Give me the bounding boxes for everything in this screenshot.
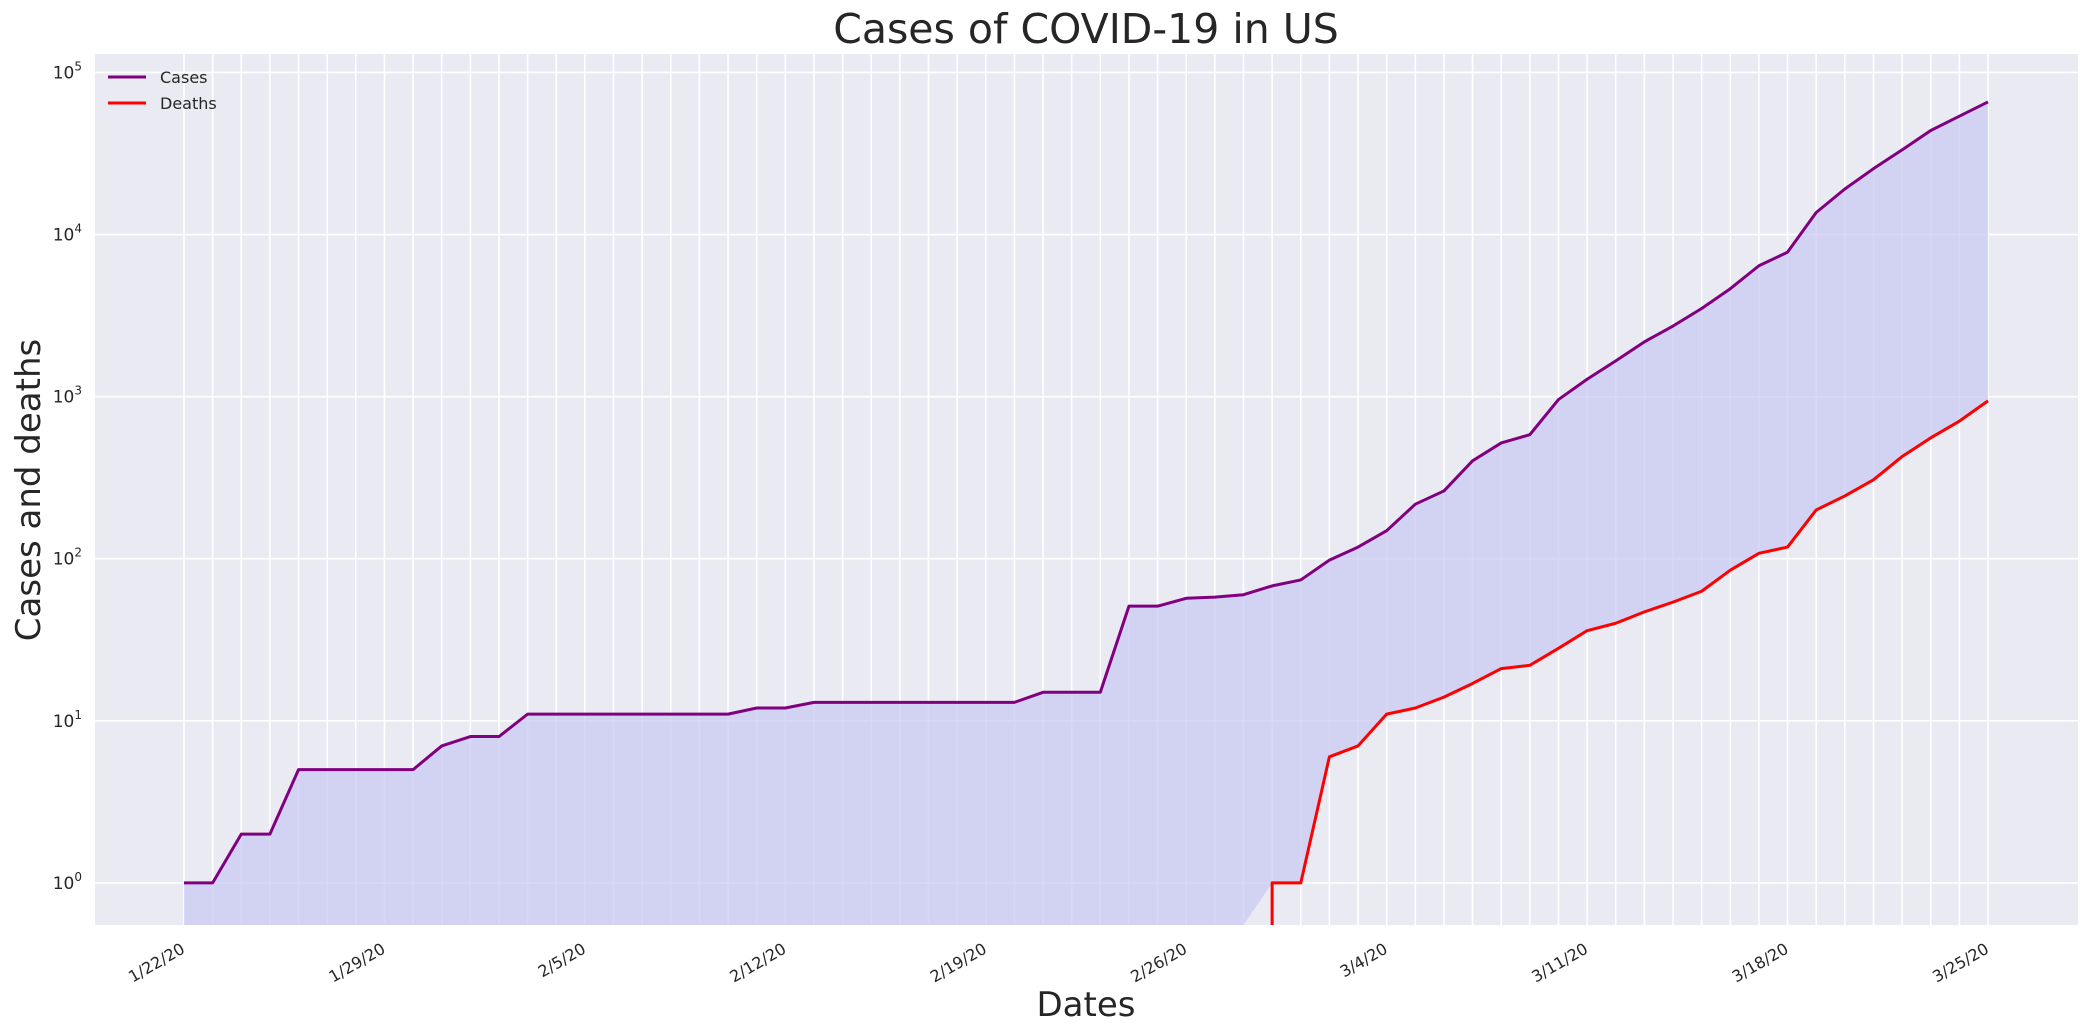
series-line-cases xyxy=(184,100,1989,885)
y-tick-label: 103 xyxy=(53,384,82,408)
series-lines xyxy=(184,100,1989,925)
y-tick-label: 104 xyxy=(53,222,82,246)
x-tick-label: 3/11/20 xyxy=(1528,939,1591,986)
fill-between-area xyxy=(184,101,1988,925)
x-tick-label: 2/12/20 xyxy=(726,939,789,986)
y-tick-label: 105 xyxy=(53,59,82,83)
fill-area xyxy=(184,101,1988,925)
x-tick-label: 1/29/20 xyxy=(326,939,389,986)
legend-label-deaths: Deaths xyxy=(160,94,217,113)
x-tick-label: 3/4/20 xyxy=(1337,939,1391,981)
x-axis-ticks: 1/22/20 1/29/20 2/5/20 2/12/20 2/19/20 2/26/2… xyxy=(125,939,1992,986)
y-axis-label: Cases and deaths xyxy=(9,339,49,641)
y-tick-label: 101 xyxy=(53,708,82,732)
y-axis-ticks: 100 101 102 103 104 105 xyxy=(53,59,82,893)
legend-label-cases: Cases xyxy=(160,68,208,87)
x-tick-label: 3/18/20 xyxy=(1729,939,1792,986)
x-tick-label: 2/19/20 xyxy=(927,939,990,986)
chart-title: Cases of COVID-19 in US xyxy=(833,5,1339,53)
y-tick-label: 102 xyxy=(53,546,82,570)
x-tick-label: 2/5/20 xyxy=(535,939,589,981)
x-axis-label: Dates xyxy=(1037,985,1136,1025)
legend: Cases Deaths xyxy=(108,68,217,113)
y-tick-label: 100 xyxy=(53,870,82,894)
x-tick-label: 2/26/20 xyxy=(1127,939,1190,986)
x-tick-label: 3/25/20 xyxy=(1929,939,1992,986)
series-line-deaths xyxy=(1270,399,1989,925)
x-tick-label: 1/22/20 xyxy=(125,939,188,986)
